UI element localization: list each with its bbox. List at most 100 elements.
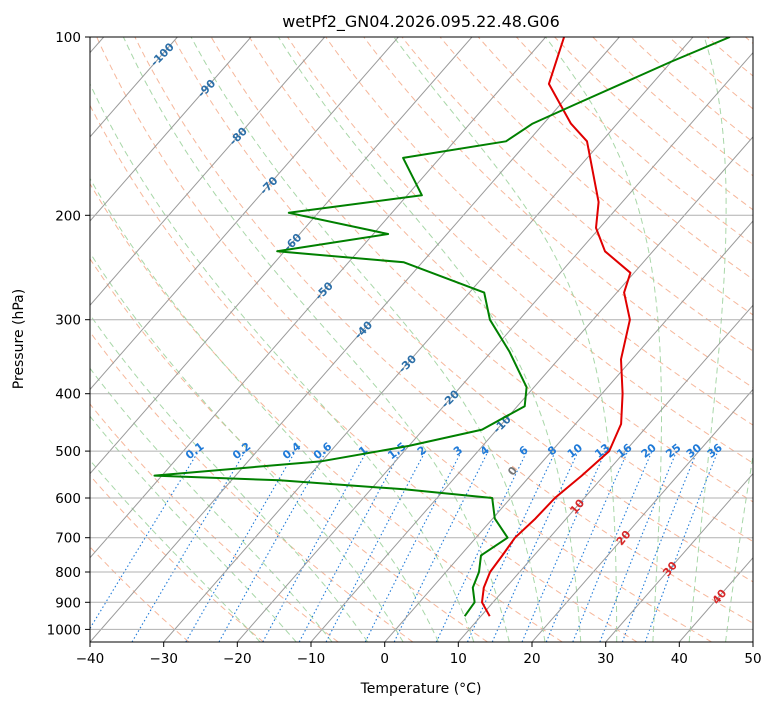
dry-adiabat-line [477,37,753,280]
dry-adiabat-line [90,258,488,642]
isotherm-line [605,472,753,642]
moist-adiabat-line [277,37,582,642]
mixing-ratio-label: 0.1 [183,440,206,462]
mixing-ratio-line [298,450,402,642]
isotherm-line [90,37,620,642]
dry-adiabat-line [439,37,753,316]
mixing-ratio-label: 0.4 [280,440,304,462]
mixing-ratio-label: 1.5 [385,440,408,462]
dry-adiabat-line [248,37,753,503]
y-tick-label: 800 [55,565,81,581]
isotherm-line [531,388,753,642]
mixing-ratio-line [218,450,327,642]
mixing-ratio-label: 20 [639,441,659,461]
plot-frame [89,36,754,643]
mixing-ratio-line [393,450,489,642]
y-axis-ticks: 100 200 300 400 500 600 700 800 900 1000 [47,30,90,638]
dry-adiabat-line [630,37,753,143]
moist-adiabat-line [190,37,546,642]
mixing-ratio-line [644,450,719,642]
dry-adiabat-line [90,474,264,642]
isotherm-line [752,641,753,642]
moist-adiabat-line [122,37,510,642]
dry-adiabat-line [554,37,753,211]
mixing-ratio-label: 25 [663,441,683,461]
dewpoint-profile-line [153,37,731,617]
dry-adiabat-line [325,37,753,426]
mixing-ratio-line [435,450,528,642]
mixing-ratio-line [545,450,629,642]
isotherm-line [678,557,753,642]
moist-adiabat-line [545,37,662,642]
dry-adiabat-line [516,37,753,245]
mixing-ratio-line [621,450,698,642]
y-tick-label: 400 [55,387,81,403]
dry-adiabat-line [90,546,190,642]
mixing-ratio-line [599,450,678,642]
isotherm-line [163,37,694,642]
mixing-ratio-line [521,450,607,642]
y-tick-label: 1000 [47,622,81,638]
x-tick-label: 30 [597,651,614,667]
isotherm-label: -100 [148,40,177,69]
dry-adiabat-line [90,331,414,642]
mixing-ratio-label: 30 [684,441,704,461]
isotherm-line [90,37,473,475]
isotherm-line [310,136,753,642]
isotherm-line [90,37,326,306]
dry-adiabat-line [706,37,753,77]
x-axis-ticks: −40 −30 −20 −10 0 10 20 30 40 50 [76,642,762,667]
x-tick-label: −30 [149,651,178,667]
x-tick-label: 40 [671,651,688,667]
x-tick-label: 50 [744,651,761,667]
chart-title: wetPf2_GN04.2026.095.22.48.G06 [282,12,560,32]
y-axis-label: Pressure (hPa) [11,289,27,389]
dry-adiabat-line [363,37,753,389]
dry-adiabats [90,37,753,642]
y-tick-label: 900 [55,595,81,611]
moist-adiabat-line [90,459,261,642]
pressure-gridlines [90,37,753,630]
mixing-ratio-line [364,450,463,642]
mixing-ratio-line [325,450,426,642]
x-axis-label: Temperature (°C) [360,681,482,697]
y-tick-label: 300 [55,313,81,329]
mixing-ratio-line [90,450,200,630]
y-tick-label: 500 [55,444,81,460]
moist-adiabat-line [90,313,369,642]
mixing-ratio-label: 36 [705,441,725,461]
isotherms [90,37,753,642]
y-tick-label: 100 [55,30,81,46]
y-tick-label: 700 [55,531,81,547]
profile-series [153,37,731,617]
y-tick-label: 200 [55,208,81,224]
x-tick-label: −10 [297,651,326,667]
isotherm-labels: -100-90-80-70-60-50-40-30-20-10 [148,40,514,436]
x-tick-label: −20 [223,651,252,667]
dry-adiabat-line [210,37,753,543]
mixing-ratio-line [262,450,368,642]
x-tick-label: 0 [380,651,389,667]
mixing-ratio-line [572,450,653,642]
mixing-ratio-label: 10 [565,441,585,461]
moist-adiabat-line [688,37,727,642]
moist-adiabat-line [762,37,775,642]
isotherm-line [90,37,252,222]
dry-adiabat-line [172,37,753,583]
moist-adiabats [90,37,775,642]
moist-adiabat-line [90,82,475,642]
moist-adiabat-line [90,415,297,642]
mixing-ratio-line [491,450,579,642]
x-tick-label: 20 [523,651,540,667]
isotherm-line [457,304,753,642]
isotherm-line [90,37,547,559]
plot-area: -100-90-80-70-60-50-40-30-20-10 0.1 0.2 0.… [90,37,775,642]
moist-adiabat-line [90,177,439,642]
dry-adiabat-line [592,37,753,177]
temperature-profile-line [481,37,632,617]
moist-adiabat-line [90,367,333,642]
y-tick-label: 600 [55,491,81,507]
dry-adiabat-line [96,37,712,642]
x-tick-label: 10 [450,651,467,667]
